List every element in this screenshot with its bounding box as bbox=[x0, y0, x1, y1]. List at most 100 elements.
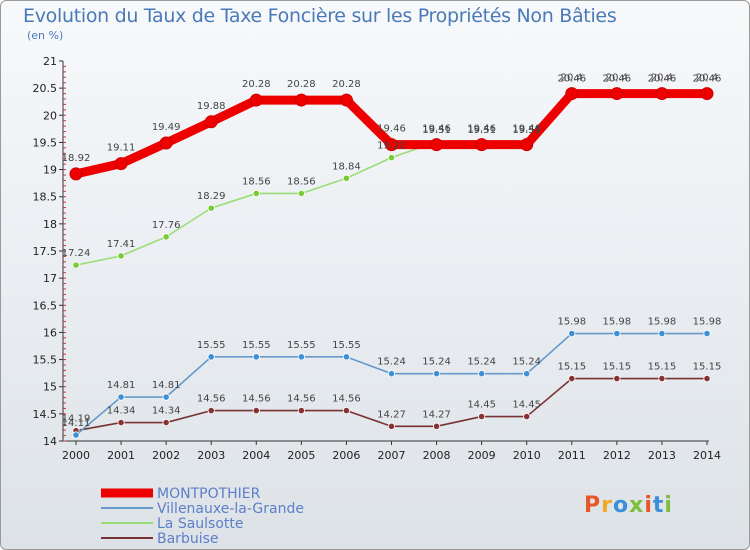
data-label: 15.98 bbox=[648, 317, 677, 328]
data-label: 14.34 bbox=[152, 406, 181, 417]
data-point bbox=[568, 374, 576, 383]
y-tick-label: 16 bbox=[43, 326, 57, 339]
data-point bbox=[249, 93, 263, 107]
data-point bbox=[342, 406, 351, 415]
proxiti-logo: Proxiti bbox=[584, 493, 673, 518]
data-point bbox=[613, 374, 621, 383]
data-label: 20.28 bbox=[287, 79, 316, 90]
series-line-2 bbox=[75, 89, 708, 266]
data-label: 19.46 bbox=[467, 124, 496, 135]
y-tick-label: 14 bbox=[43, 435, 57, 448]
data-point bbox=[162, 233, 170, 241]
data-point bbox=[523, 412, 531, 421]
x-tick-label: 2007 bbox=[378, 449, 406, 462]
data-point bbox=[297, 406, 305, 415]
y-tick-label: 15.5 bbox=[33, 354, 58, 367]
y-tick-label: 14.5 bbox=[33, 408, 58, 421]
data-label: 20.4 bbox=[651, 73, 673, 84]
data-label: 15.15 bbox=[603, 362, 632, 373]
data-label: 14.81 bbox=[152, 380, 181, 391]
data-point bbox=[432, 370, 441, 378]
data-label: 14.19 bbox=[62, 414, 91, 425]
data-label: 19.11 bbox=[107, 143, 136, 154]
x-tick-label: 2001 bbox=[107, 449, 135, 462]
data-point bbox=[72, 431, 80, 439]
data-point bbox=[478, 412, 486, 421]
data-point bbox=[430, 138, 444, 152]
logo-letter: x bbox=[629, 493, 645, 518]
legend-entry: Barbuise bbox=[157, 531, 219, 547]
legend-entry: Villenauxe-la-Grande bbox=[157, 501, 304, 517]
x-tick-label: 2003 bbox=[197, 449, 225, 462]
data-label: 18.92 bbox=[62, 153, 91, 164]
data-label: 17.76 bbox=[152, 220, 181, 231]
legend-entry: La Saulsotte bbox=[157, 516, 244, 532]
data-label: 20.28 bbox=[332, 79, 361, 90]
data-point bbox=[162, 418, 170, 427]
data-point bbox=[72, 261, 80, 269]
data-point bbox=[159, 136, 173, 150]
logo-letter: P bbox=[584, 493, 602, 518]
data-label: 15.15 bbox=[648, 362, 677, 373]
data-point bbox=[700, 87, 714, 101]
data-label: 15.98 bbox=[603, 317, 632, 328]
y-tick-label: 18.5 bbox=[33, 191, 58, 204]
x-tick-label: 2008 bbox=[423, 449, 451, 462]
data-label: 15.55 bbox=[242, 340, 271, 351]
data-point bbox=[613, 329, 621, 338]
y-unit-label: (en %) bbox=[27, 29, 64, 42]
data-label: 18.84 bbox=[332, 161, 361, 172]
data-point bbox=[432, 422, 441, 430]
y-tick-label: 19 bbox=[43, 164, 57, 177]
data-point bbox=[69, 167, 83, 181]
data-label: 19.46 bbox=[512, 124, 541, 135]
y-tick-label: 19.5 bbox=[33, 136, 58, 149]
data-point bbox=[703, 374, 711, 383]
logo-letter: r bbox=[601, 493, 613, 518]
data-point bbox=[252, 353, 260, 361]
data-label: 20.46 bbox=[648, 73, 677, 84]
y-tick-label: 17.5 bbox=[33, 245, 58, 258]
data-point bbox=[297, 189, 305, 198]
data-label: 20.4 bbox=[606, 73, 628, 84]
data-point bbox=[339, 93, 353, 107]
data-label: 20.46 bbox=[557, 73, 586, 84]
data-point bbox=[204, 115, 218, 129]
data-label: 14.56 bbox=[242, 394, 271, 405]
legend-entry: MONTPOTHIER bbox=[157, 486, 261, 502]
data-point bbox=[342, 353, 351, 361]
data-label: 14.27 bbox=[422, 409, 451, 420]
logo-letter: i bbox=[664, 493, 673, 518]
data-point bbox=[703, 329, 711, 338]
data-label: 15.24 bbox=[467, 357, 496, 368]
data-label: 18.56 bbox=[242, 176, 271, 187]
data-point bbox=[117, 393, 125, 401]
data-point bbox=[162, 393, 170, 401]
data-point bbox=[114, 157, 128, 171]
data-point bbox=[478, 370, 486, 378]
data-point bbox=[252, 189, 260, 198]
data-label: 19.49 bbox=[152, 122, 181, 133]
data-label: 20.46 bbox=[603, 73, 632, 84]
data-point bbox=[117, 418, 125, 427]
data-label: 15.24 bbox=[512, 357, 541, 368]
logo-letter: o bbox=[612, 493, 630, 518]
data-label: 14.56 bbox=[332, 394, 361, 405]
x-tick-label: 2009 bbox=[468, 449, 496, 462]
data-point bbox=[565, 87, 579, 101]
x-tick-label: 2010 bbox=[513, 449, 541, 462]
data-label: 19.22 bbox=[377, 141, 406, 152]
data-label: 15.55 bbox=[287, 340, 316, 351]
data-label: 19.51 bbox=[467, 125, 496, 136]
data-label: 14.56 bbox=[197, 394, 226, 405]
data-point bbox=[117, 252, 125, 260]
data-label: 19.51 bbox=[512, 125, 541, 136]
y-tick-label: 15 bbox=[43, 381, 57, 394]
data-label: 19.46 bbox=[422, 124, 451, 135]
data-label: 14.56 bbox=[287, 394, 316, 405]
data-label: 19.88 bbox=[197, 101, 226, 112]
data-point bbox=[568, 329, 576, 338]
data-label: 17.24 bbox=[62, 248, 91, 259]
data-point bbox=[385, 138, 398, 152]
